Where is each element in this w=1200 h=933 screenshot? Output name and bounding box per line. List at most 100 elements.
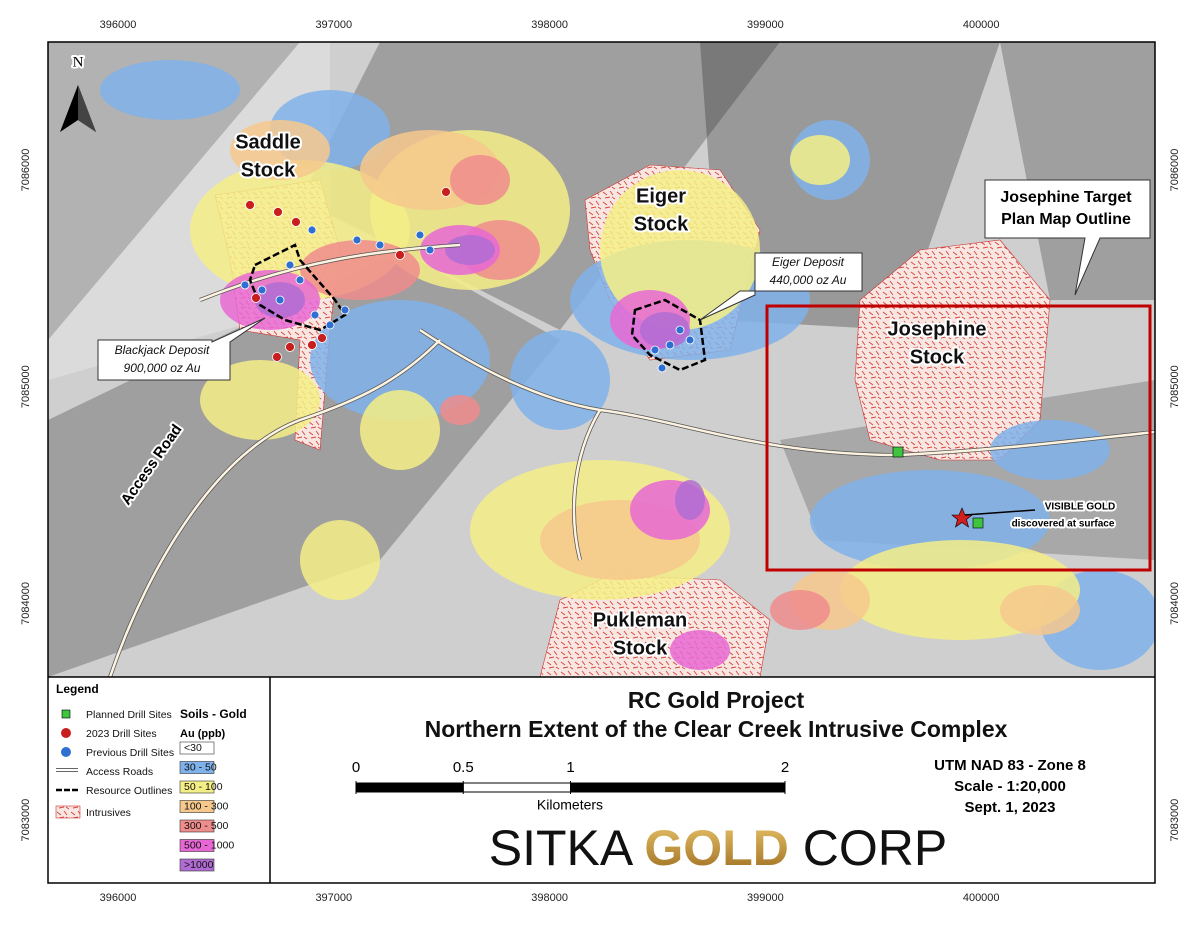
visible-gold-label: discovered at surface (1012, 519, 1115, 530)
soil-swatch (179, 761, 215, 774)
soil-class-label: 30 - 50 (184, 761, 217, 773)
drill-site-previous (240, 280, 250, 290)
callout-label: Eiger Deposit (772, 255, 845, 269)
easting-label: 397000 (315, 892, 352, 904)
easting-label: 398000 (531, 19, 568, 31)
soil-anomaly (300, 240, 420, 300)
soil-anomaly (510, 330, 610, 430)
northing-label: 7083000 (20, 799, 32, 842)
soils-title: Soils - Gold (180, 707, 247, 721)
drill-site-previous (657, 363, 667, 373)
stock-label: Pukleman (593, 609, 687, 631)
title: RC Gold Project (628, 687, 805, 713)
drill-site-2023 (272, 352, 282, 362)
resource-outline (630, 298, 707, 372)
callout-label: 900,000 oz Au (124, 361, 201, 375)
northing-label: 7086000 (1169, 149, 1181, 192)
scale-tick-label: 2 (781, 759, 789, 776)
drill-site-previous (275, 295, 285, 305)
legend-item: Planned Drill Sites (86, 709, 172, 721)
soil-swatch (179, 858, 215, 872)
easting-label: 399000 (747, 892, 784, 904)
scale-tick-label: 0.5 (453, 759, 474, 776)
info-panel (48, 677, 1155, 883)
soil-anomaly (600, 170, 760, 330)
logo: SITKA GOLD CORP (489, 820, 947, 876)
drill-site-previous (310, 310, 320, 320)
easting-label: 396000 (100, 892, 137, 904)
soil-anomaly (230, 120, 330, 180)
scale-tick-label: 0 (352, 759, 360, 776)
drill-site-2023 (245, 200, 255, 210)
soil-class-label: 50 - 100 (184, 781, 223, 793)
drill-site-2023 (395, 250, 405, 260)
soil-anomaly (300, 520, 380, 600)
drill-site-previous (257, 285, 267, 295)
soil-class-label: 300 - 500 (184, 820, 229, 832)
soil-class-label: 100 - 300 (184, 800, 229, 812)
drill-site-previous (285, 260, 295, 270)
soil-anomaly (1000, 585, 1080, 635)
callout-box (984, 179, 1151, 296)
legend-item: Intrusives (86, 807, 131, 819)
map-info: Sept. 1, 2023 (965, 799, 1056, 816)
northing-label: 7084000 (1169, 582, 1181, 625)
soil-anomaly (790, 135, 850, 185)
stock-label: Stock (910, 346, 965, 368)
stock-label: Stock (613, 637, 668, 659)
easting-label: 400000 (963, 19, 1000, 31)
callout-box (699, 252, 863, 321)
easting-label: 397000 (315, 19, 352, 31)
callout-label: Blackjack Deposit (115, 343, 210, 357)
drill-site-2023 (251, 293, 261, 303)
soil-anomaly (670, 630, 730, 670)
soil-swatch (179, 819, 215, 833)
logo-part: GOLD (644, 820, 788, 876)
soil-anomaly (100, 60, 240, 120)
northing-label: 7085000 (20, 365, 32, 408)
easting-label: 399000 (747, 19, 784, 31)
easting-label: 398000 (531, 892, 568, 904)
drill-site-previous (425, 245, 435, 255)
hillshade (48, 42, 300, 340)
soil-swatch (179, 839, 215, 852)
soil-class-label: >1000 (184, 859, 214, 871)
soil-anomaly (675, 480, 705, 520)
drill-site-previous (325, 320, 335, 330)
drill-site-previous (665, 340, 675, 350)
stock-label: Eiger (636, 185, 686, 207)
scale-unit: Kilometers (537, 797, 603, 813)
soil-class-label: <30 (184, 742, 202, 754)
soil-anomaly (440, 395, 480, 425)
target-outline (765, 304, 1152, 572)
soils-unit: Au (ppb) (180, 728, 226, 740)
stock-label: Saddle (235, 131, 301, 153)
soil-anomaly (310, 300, 490, 420)
callout-box (97, 317, 266, 381)
legend-item: Resource Outlines (86, 785, 172, 797)
road (108, 243, 1155, 677)
drill-site-previous (340, 305, 350, 315)
soil-anomaly (450, 155, 510, 205)
map-frame (47, 41, 1156, 884)
drill-site-2023 (285, 342, 295, 352)
stock-label: Josephine (888, 318, 987, 340)
drill-site-previous (650, 345, 660, 355)
northing-label: 7085000 (1169, 365, 1181, 408)
northing-label: 7084000 (20, 582, 32, 625)
drill-site-2023 (317, 333, 327, 343)
drill-site-2023 (307, 340, 317, 350)
northing-label: 7083000 (1169, 799, 1181, 842)
easting-label: 400000 (963, 892, 1000, 904)
scale-segment (570, 782, 786, 793)
soil-swatch (179, 780, 215, 794)
drill-site-previous (352, 235, 362, 245)
legend-item: Access Roads (86, 766, 153, 778)
logo-part: SITKA (489, 820, 634, 876)
drill-site-2023 (441, 187, 451, 197)
scale-tick-label: 1 (566, 759, 574, 776)
logo-part: CORP (803, 820, 947, 876)
soil-class-label: 500 - 1000 (184, 839, 234, 851)
drill-site-previous (675, 325, 685, 335)
